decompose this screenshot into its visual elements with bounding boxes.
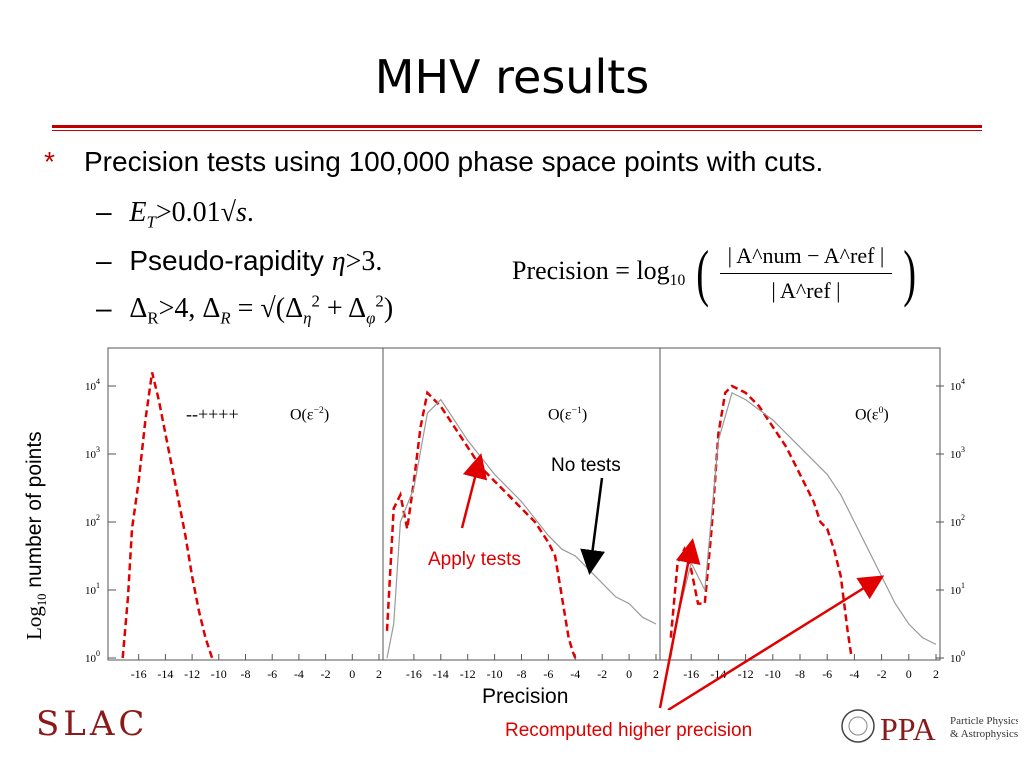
formula-equals: =: [615, 255, 630, 285]
x-tick-label: -12: [184, 667, 200, 681]
recomputed-arrow-1: [658, 538, 701, 709]
histogram-panel-frame: [382, 347, 661, 661]
no-tests-label: No tests: [551, 455, 621, 476]
x-tick-label: -6: [267, 667, 277, 681]
y-tick-label: 103: [950, 445, 965, 461]
precision-formula: Precision = log10 ( | A^num − A^ref | | …: [512, 236, 920, 310]
apply-tests-arrow: [460, 453, 488, 529]
x-tick-label: 0: [626, 667, 632, 681]
x-tick-label: -6: [543, 667, 553, 681]
sign-pattern-label: --++++: [186, 404, 239, 424]
panel3-order-label: O(ε0): [855, 405, 889, 424]
x-tick-label: -2: [877, 667, 887, 681]
y-axis-ticks-left: 100 101 102 103 104: [85, 377, 116, 665]
x-tick-label: -16: [683, 667, 699, 681]
histogram-panel-frame: [659, 347, 941, 661]
histogram-curves: [121, 372, 937, 659]
formula-numerator: | A^num − A^ref |: [719, 243, 893, 274]
x-tick-label: -10: [211, 667, 227, 681]
sub-bullet-2: – Pseudo-rapidity η>3.: [96, 245, 382, 278]
formula-fraction: | A^num − A^ref | | A^ref |: [719, 243, 893, 304]
ppa-logo-text: PPA: [880, 711, 936, 747]
x-tick-label: -12: [738, 667, 754, 681]
x-tick-label: 0: [906, 667, 912, 681]
no-tests-arrow: [580, 477, 605, 575]
x-tick-label: -14: [157, 667, 173, 681]
y-tick-label: 104: [85, 377, 100, 393]
sub-dash: –: [96, 245, 112, 276]
y-tick-label: 100: [85, 649, 100, 665]
sub-bullet-3: – ΔR>4, ΔR = √(Δη2 + Δφ2): [96, 292, 393, 329]
bullet-main-text: Precision tests using 100,000 phase spac…: [84, 146, 824, 177]
x-tick-label: -6: [822, 667, 832, 681]
et-cut-formula: ET>0.01√s.: [129, 197, 254, 232]
x-tick-label: -10: [487, 667, 503, 681]
y-tick-label: 102: [85, 513, 100, 529]
x-tick-label: -2: [321, 667, 331, 681]
panel2-order-label: O(ε−1): [548, 405, 588, 424]
apply-tests-label: Apply tests: [428, 549, 521, 570]
eta-cut-formula: η>3.: [331, 246, 383, 277]
y-tick-label: 101: [85, 581, 100, 597]
bullet-marker: *: [44, 146, 55, 177]
formula-close-paren: ): [903, 237, 916, 308]
formula-open-paren: (: [696, 237, 709, 308]
x-tick-label: -16: [406, 667, 422, 681]
ppa-logo-emblem-icon: [841, 709, 875, 743]
annotation-arrows: [460, 453, 885, 710]
x-tick-label: -8: [241, 667, 251, 681]
x-axis-label: Precision: [482, 685, 569, 708]
x-axis-ticks: -16 -14 -12 -10 -8 -6 -4 -2 0 2 -16 -14 -12 -10 -8 -6 -4…: [131, 654, 939, 681]
y-tick-label: 103: [85, 445, 100, 461]
y-tick-label: 104: [950, 377, 965, 393]
x-tick-label: -8: [795, 667, 805, 681]
y-tick-label: 102: [950, 513, 965, 529]
series-line-with-tests: [121, 372, 214, 659]
x-tick-label: 2: [376, 667, 382, 681]
ppa-logo: PPA Particle Physics & Astrophysics: [838, 702, 1020, 763]
x-tick-label: 0: [349, 667, 355, 681]
x-tick-label: -10: [765, 667, 781, 681]
formula-denominator: | A^ref |: [771, 277, 841, 303]
title-divider-thin: [52, 130, 982, 131]
y-axis-label: Log10 number of points: [22, 431, 50, 640]
x-tick-label: -16: [131, 667, 147, 681]
x-tick-label: -14: [433, 667, 449, 681]
panel1-order-label: O(ε−2): [290, 405, 330, 424]
series-line-with-tests: [385, 390, 577, 659]
formula-log-base: 10: [669, 272, 686, 290]
series-line-no-tests: [386, 398, 657, 659]
series-line-no-tests: [670, 391, 937, 659]
y-tick-label: 101: [950, 581, 965, 597]
x-tick-label: -12: [460, 667, 476, 681]
sub-dash: –: [96, 196, 112, 227]
sub-dash: –: [96, 292, 112, 324]
x-tick-label: -4: [294, 667, 304, 681]
formula-lhs: Precision: [512, 255, 609, 285]
recomputed-arrow-2: [667, 575, 885, 710]
sub-bullet-1: – ET>0.01√s.: [96, 196, 254, 233]
x-tick-label: -8: [517, 667, 527, 681]
histogram-figure: -16 -14 -12 -10 -8 -6 -4 -2 0 2 -16 -14 -12 -10 -8 -6 -4…: [85, 347, 965, 710]
formula-log: log: [636, 255, 670, 285]
x-tick-label: -4: [849, 667, 859, 681]
slide-title: MHV results: [374, 50, 650, 104]
x-tick-label: 2: [653, 667, 659, 681]
y-tick-label: 100: [950, 649, 965, 665]
delta-r-formula: ΔR>4, ΔR = √(Δη2 + Δφ2): [129, 292, 394, 328]
slac-logo: SLAC: [36, 704, 149, 744]
recomputed-label: Recomputed higher precision: [505, 720, 753, 741]
x-tick-label: -4: [570, 667, 580, 681]
pseudo-rapidity-label: Pseudo-rapidity: [129, 245, 324, 276]
series-line-with-tests: [669, 384, 853, 659]
x-tick-label: -2: [597, 667, 607, 681]
ppa-logo-line1: Particle Physics: [950, 715, 1018, 727]
ppa-logo-line2: & Astrophysics: [950, 728, 1018, 740]
title-divider: [52, 125, 982, 128]
x-tick-label: 2: [933, 667, 939, 681]
